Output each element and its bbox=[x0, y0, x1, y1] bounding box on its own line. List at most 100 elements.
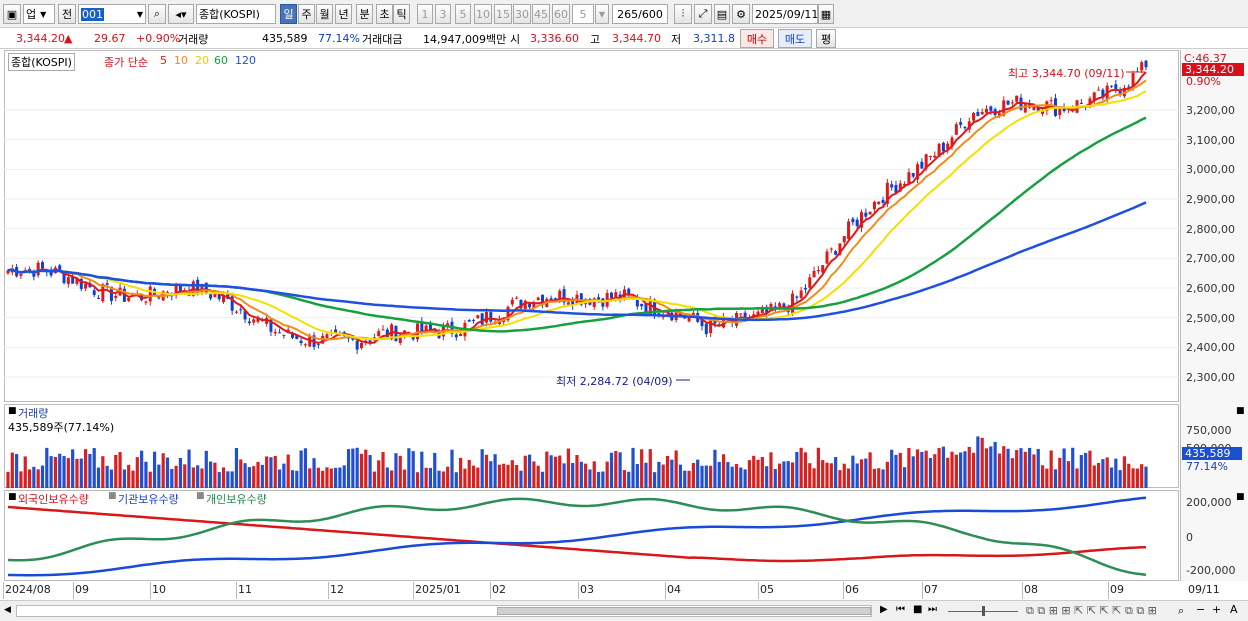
volume-bar bbox=[381, 452, 385, 488]
interval-button[interactable]: 45 bbox=[532, 4, 550, 24]
volume-bar bbox=[1075, 468, 1079, 488]
font-size-icon[interactable]: A bbox=[1230, 603, 1238, 616]
scrollbar-track[interactable] bbox=[16, 605, 872, 617]
ma-10[interactable]: 10 bbox=[174, 54, 188, 67]
chart-name[interactable]: 종합(KOSPI) bbox=[8, 53, 75, 71]
range-field[interactable]: 265/600 bbox=[612, 4, 668, 24]
volume-bar bbox=[730, 466, 734, 488]
volume-bar bbox=[131, 470, 135, 488]
volume-bar bbox=[1118, 470, 1122, 488]
candle-body bbox=[217, 293, 221, 300]
candle-body bbox=[765, 306, 769, 314]
date-tick: 02 bbox=[492, 583, 506, 596]
volume-bar bbox=[846, 468, 851, 488]
gear-icon[interactable]: ⚙ bbox=[732, 4, 750, 24]
chevron-down-icon[interactable]: ▼ bbox=[40, 9, 47, 19]
ma-5[interactable]: 5 bbox=[160, 54, 167, 67]
volume-bar bbox=[312, 458, 316, 488]
volume-bar bbox=[1105, 457, 1109, 488]
collapse-icon[interactable]: ■ bbox=[8, 406, 17, 416]
layout-icon[interactable]: ▣ bbox=[3, 4, 21, 24]
calendar-icon[interactable]: ▦ bbox=[818, 4, 834, 24]
volume-bar bbox=[243, 463, 247, 488]
scroll-left-icon[interactable]: ◀ bbox=[4, 605, 11, 615]
stop-icon[interactable]: ■ bbox=[913, 604, 923, 615]
volume-bar bbox=[592, 461, 596, 488]
search-icon[interactable]: ⌕ bbox=[148, 4, 166, 24]
name-field: 종합(KOSPI) bbox=[196, 4, 276, 24]
tool-icons[interactable]: ⧉ ⧉ ⊞ ⊞ ⇱ ⇱ ⇱ ⇱ ⧉ ⧉ ⊞ bbox=[1026, 604, 1157, 617]
minus-icon[interactable]: − bbox=[1196, 603, 1206, 616]
close-icon[interactable]: ■ bbox=[1236, 406, 1245, 416]
ma-60[interactable]: 60 bbox=[214, 54, 228, 67]
interval-button[interactable]: 3 bbox=[435, 4, 451, 24]
zoom-out-icon[interactable]: ⌕ bbox=[1178, 604, 1185, 617]
volume-bar bbox=[398, 455, 402, 488]
date-field[interactable]: 2025/09/11 bbox=[752, 4, 818, 24]
volume-bar bbox=[1131, 468, 1135, 488]
chevron-down-icon[interactable]: ▼ bbox=[136, 9, 143, 19]
plus-icon[interactable]: + bbox=[1212, 603, 1222, 616]
volume-bar bbox=[144, 461, 148, 488]
chevron-down-icon[interactable]: ▼ bbox=[595, 4, 609, 24]
volume-bar bbox=[342, 465, 346, 488]
ma-120[interactable]: 120 bbox=[235, 54, 256, 67]
buy-button[interactable]: 매수 bbox=[740, 29, 774, 48]
prev-button[interactable]: 전 bbox=[58, 4, 76, 24]
period-button[interactable]: 월 bbox=[316, 4, 333, 24]
volume-bar bbox=[1010, 458, 1014, 488]
market-value: 업 bbox=[26, 8, 37, 21]
candle-body bbox=[920, 161, 924, 169]
rewind-icon[interactable]: ⏮ bbox=[896, 604, 905, 615]
volume-bar bbox=[838, 470, 842, 488]
period-button[interactable]: 년 bbox=[335, 4, 352, 24]
candle-body bbox=[58, 265, 62, 272]
candle-body bbox=[825, 251, 829, 264]
save-icon[interactable]: ▤ bbox=[714, 4, 730, 24]
speaker-icon[interactable]: ◂▾ bbox=[168, 4, 194, 24]
volume-bar bbox=[390, 470, 394, 488]
date-tick: 09 bbox=[1110, 583, 1124, 596]
period-button[interactable]: 초 bbox=[376, 4, 393, 24]
volume-bar bbox=[109, 469, 114, 488]
market-select[interactable]: 업 ▼ bbox=[23, 4, 55, 24]
eval-button[interactable]: 평 bbox=[816, 29, 836, 48]
candle-body bbox=[36, 262, 40, 276]
period-button[interactable]: 주 bbox=[298, 4, 315, 24]
zoom-slider-handle[interactable] bbox=[982, 606, 985, 616]
volume-bar bbox=[1040, 465, 1045, 488]
date-tick: 09/11 bbox=[1188, 583, 1220, 596]
collapse-icon[interactable]: ■ bbox=[8, 492, 17, 502]
candle-body bbox=[683, 317, 687, 319]
volume-bar bbox=[1109, 467, 1114, 488]
interval-button[interactable]: 1 bbox=[417, 4, 433, 24]
code-input[interactable]: 001 ▼ bbox=[78, 4, 146, 24]
volume-bar bbox=[36, 469, 40, 488]
interval-button[interactable]: 60 bbox=[552, 4, 570, 24]
candle-body bbox=[1092, 92, 1096, 101]
scrollbar-thumb[interactable] bbox=[497, 607, 871, 615]
date-divider bbox=[413, 582, 414, 599]
count-select[interactable]: 5 bbox=[572, 4, 594, 24]
period-button[interactable]: 일 bbox=[280, 4, 297, 24]
interval-button[interactable]: 5 bbox=[455, 4, 471, 24]
period-button[interactable]: 분 bbox=[356, 4, 373, 24]
interval-button[interactable]: 10 bbox=[474, 4, 492, 24]
period-button[interactable]: 틱 bbox=[393, 4, 410, 24]
candle-body bbox=[265, 318, 269, 324]
candle-body bbox=[424, 325, 428, 333]
interval-button[interactable]: 15 bbox=[494, 4, 512, 24]
draw-icon[interactable]: ⤢ bbox=[694, 4, 712, 24]
candle-body bbox=[472, 319, 476, 321]
interval-button[interactable]: 30 bbox=[513, 4, 531, 24]
sell-button[interactable]: 매도 bbox=[778, 29, 812, 48]
close-icon[interactable]: ■ bbox=[1236, 492, 1245, 502]
candle-body bbox=[864, 212, 868, 217]
ma-20[interactable]: 20 bbox=[195, 54, 209, 67]
play-icon[interactable]: ▶ bbox=[880, 604, 888, 615]
volume-bar bbox=[752, 455, 756, 488]
candle-body bbox=[916, 164, 920, 180]
candle-icon[interactable]: ⫶ bbox=[674, 4, 692, 24]
forward-icon[interactable]: ⏭ bbox=[928, 604, 937, 615]
